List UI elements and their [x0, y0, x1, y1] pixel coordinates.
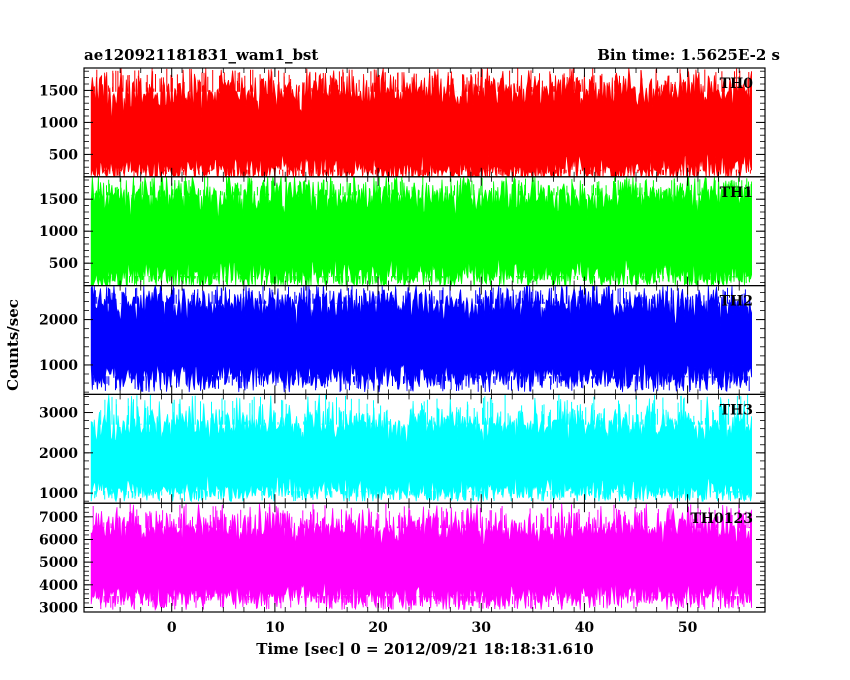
panel-th1: 500 1000 1500 TH1: [39, 176, 766, 287]
series-th0123: [90, 503, 752, 612]
series-th0: [90, 68, 752, 177]
series-th2: [90, 285, 752, 393]
spikes-th1: [91, 176, 752, 285]
panel-label-th1: TH1: [720, 185, 753, 201]
panel-label-th3: TH3: [720, 402, 753, 418]
x-tick-label: 0: [167, 620, 177, 636]
x-tick-label: 10: [265, 620, 285, 636]
y-tick-label: 3000: [39, 600, 78, 616]
panel-label-th0123: TH0123: [690, 511, 753, 527]
series-th1: [90, 176, 752, 286]
panel-th3: 1000 2000 3000 TH3: [39, 393, 766, 504]
y-tick-label: 2000: [39, 446, 78, 462]
panel-label-th0: TH0: [720, 76, 754, 92]
y-tick-label: 3000: [39, 406, 78, 422]
y-axis-label: Counts/sec: [4, 299, 22, 391]
x-axis-label: Time [sec] 0 = 2012/09/21 18:18:31.610: [256, 640, 593, 658]
y-tick-label: 1000: [39, 224, 78, 240]
y-tick-label: 1000: [39, 115, 78, 131]
y-tick-label: 2000: [39, 313, 78, 329]
spikes-th3: [91, 394, 750, 502]
panel-th0123: 3000 4000 5000 6000 7000 TH0123: [39, 502, 766, 616]
y-tick-label: 5000: [39, 555, 78, 571]
x-tick-label: 30: [472, 620, 492, 636]
y-tick-label: 7000: [39, 510, 78, 526]
x-tick-label: 40: [575, 620, 595, 636]
y-tick-label: 6000: [39, 532, 78, 548]
x-axis: 0 10 20 30 40 50: [167, 620, 698, 636]
spikes-th2: [93, 285, 750, 393]
x-tick-label: 20: [368, 620, 388, 636]
panel-label-th2: TH2: [720, 294, 753, 310]
y-tick-label: 1500: [39, 83, 78, 99]
y-tick-label: 1000: [39, 358, 78, 374]
panel-th2: 1000 2000 TH2: [39, 285, 766, 396]
y-tick-label: 1000: [39, 486, 78, 502]
chart-title-left: ae120921181831_wam1_bst: [84, 46, 318, 64]
y-tick-label: 500: [49, 256, 78, 272]
x-tick-label: 50: [678, 620, 698, 636]
y-tick-label: 500: [49, 147, 78, 163]
chart-title-right: Bin time: 1.5625E-2 s: [597, 46, 780, 64]
spikes-th0123: [92, 503, 752, 610]
y-tick-label: 1500: [39, 192, 78, 208]
panel-th0: 500 1000 1500 TH0: [39, 67, 766, 178]
y-tick-label: 4000: [39, 578, 78, 594]
